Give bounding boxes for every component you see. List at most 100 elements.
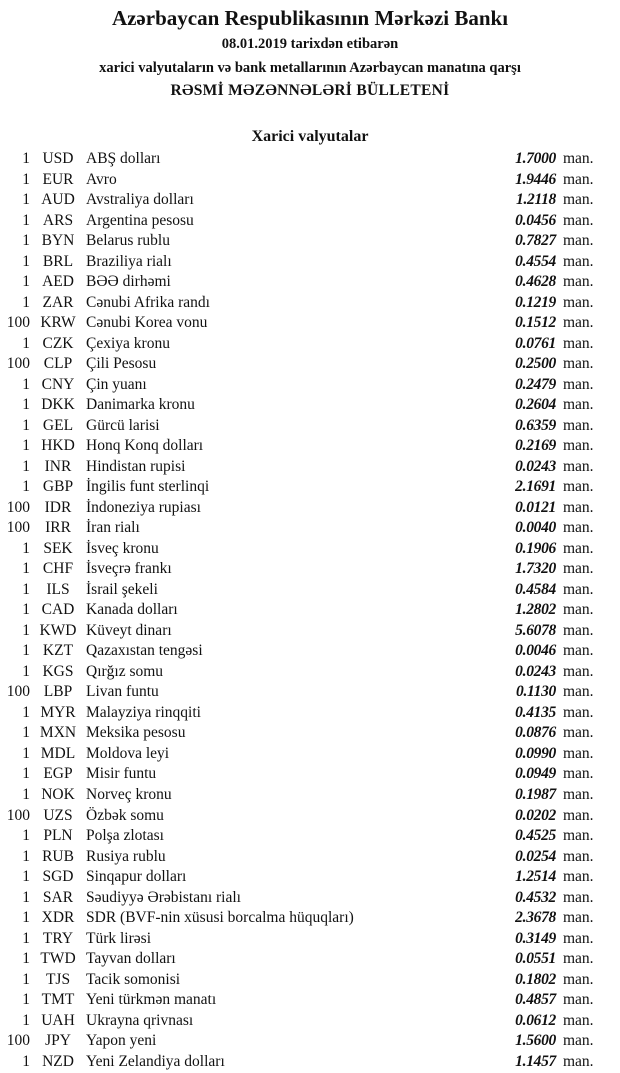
rate-unit: man. bbox=[563, 457, 594, 475]
rate-value: 5.6078 bbox=[515, 621, 556, 639]
rate-value: 2.1691 bbox=[515, 478, 556, 496]
rate-amount: 1 bbox=[22, 601, 30, 619]
currency-code: KRW bbox=[40, 314, 76, 332]
rate-value: 0.4584 bbox=[515, 580, 556, 598]
rate-unit: man. bbox=[563, 683, 594, 701]
rate-amount: 1 bbox=[22, 703, 30, 721]
rate-row-xdr: 1 XDR SDR (BVF-nin xüsusi borcalma hüquqla… bbox=[0, 908, 620, 929]
rate-unit: man. bbox=[563, 601, 594, 619]
rate-amount: 1 bbox=[22, 539, 30, 557]
rate-amount: 1 bbox=[22, 909, 30, 927]
rate-unit: man. bbox=[563, 211, 594, 229]
rate-value: 1.1457 bbox=[515, 1052, 556, 1070]
rate-value: 0.2479 bbox=[515, 375, 556, 393]
currency-name: Honq Konq dolları bbox=[86, 437, 204, 455]
rate-unit: man. bbox=[563, 334, 594, 352]
rate-row-gel: 1 GEL Gürcü larisi 0.6359 man. bbox=[0, 416, 620, 437]
currency-name: Cənubi Afrika randı bbox=[86, 293, 210, 311]
rate-row-sek: 1 SEK İsveç kronu 0.1906 man. bbox=[0, 539, 620, 560]
rate-row-ars: 1 ARS Argentina pesosu 0.0456 man. bbox=[0, 211, 620, 232]
rate-value: 0.4532 bbox=[515, 888, 556, 906]
rate-row-inr: 1 INR Hindistan rupisi 0.0243 man. bbox=[0, 457, 620, 478]
rate-unit: man. bbox=[563, 806, 594, 824]
rate-row-krw: 100 KRW Cənubi Korea vonu 0.1512 man. bbox=[0, 313, 620, 334]
currency-name: Rusiya rublu bbox=[86, 847, 166, 865]
rate-amount: 1 bbox=[22, 970, 30, 988]
currency-code: HKD bbox=[41, 437, 75, 455]
currency-code: CHF bbox=[42, 560, 74, 578]
currency-code: XDR bbox=[41, 909, 75, 927]
currency-code: LBP bbox=[43, 683, 73, 701]
rate-amount: 1 bbox=[22, 580, 30, 598]
currency-name: Cənubi Korea vonu bbox=[86, 314, 208, 332]
currency-name: İngilis funt sterlinqi bbox=[86, 478, 210, 496]
currency-code: SGD bbox=[42, 868, 74, 886]
rate-unit: man. bbox=[563, 1011, 594, 1029]
rate-amount: 100 bbox=[6, 1032, 30, 1050]
rate-unit: man. bbox=[563, 1032, 594, 1050]
rate-unit: man. bbox=[563, 273, 594, 291]
currency-name: Yeni Zelandiya dolları bbox=[86, 1052, 225, 1070]
currency-name: Polşa zlotası bbox=[86, 827, 164, 845]
rate-amount: 1 bbox=[22, 150, 30, 167]
currency-code: SEK bbox=[43, 539, 73, 557]
rate-amount: 1 bbox=[22, 170, 30, 188]
rate-amount: 1 bbox=[22, 950, 30, 968]
rate-value: 0.3149 bbox=[515, 929, 556, 947]
rate-value: 1.2514 bbox=[515, 868, 556, 886]
rate-row-mdl: 1 MDL Moldova leyi 0.0990 man. bbox=[0, 744, 620, 765]
rate-row-byn: 1 BYN Belarus rublu 0.7827 man. bbox=[0, 231, 620, 252]
rate-row-egp: 1 EGP Misir funtu 0.0949 man. bbox=[0, 764, 620, 785]
rate-amount: 100 bbox=[6, 806, 30, 824]
rate-unit: man. bbox=[563, 950, 594, 968]
currency-code: IRR bbox=[45, 519, 71, 537]
rate-amount: 1 bbox=[22, 211, 30, 229]
rate-value: 1.7320 bbox=[515, 560, 556, 578]
rate-amount: 1 bbox=[22, 642, 30, 660]
rate-row-dkk: 1 DKK Danimarka kronu 0.2604 man. bbox=[0, 395, 620, 416]
currency-code: NOK bbox=[41, 785, 75, 803]
currency-code: EGP bbox=[43, 765, 73, 783]
rate-unit: man. bbox=[563, 909, 594, 927]
currency-code: UZS bbox=[43, 806, 73, 824]
rate-unit: man. bbox=[563, 929, 594, 947]
currency-code: PLN bbox=[43, 827, 73, 845]
rate-row-pln: 1 PLN Polşa zlotası 0.4525 man. bbox=[0, 826, 620, 847]
currency-name: Tayvan dolları bbox=[86, 950, 176, 968]
currency-name: İsveç kronu bbox=[86, 539, 159, 557]
rate-value: 1.2118 bbox=[516, 191, 556, 209]
rate-row-kgs: 1 KGS Qırğız somu 0.0243 man. bbox=[0, 662, 620, 683]
section-title: Xarici valyutalar bbox=[251, 128, 369, 145]
rate-unit: man. bbox=[563, 396, 594, 414]
currency-name: Argentina pesosu bbox=[86, 211, 194, 229]
rate-amount: 1 bbox=[22, 827, 30, 845]
currency-name: Çexiya kronu bbox=[86, 334, 170, 352]
currency-name: SDR (BVF-nin xüsusi borcalma hüquqları) bbox=[86, 909, 354, 927]
currency-code: AUD bbox=[41, 191, 75, 209]
rate-unit: man. bbox=[563, 478, 594, 496]
rate-value: 0.0456 bbox=[515, 211, 556, 229]
currency-name: Kanada dolları bbox=[86, 601, 178, 619]
rate-unit: man. bbox=[563, 293, 594, 311]
currency-code: MXN bbox=[39, 724, 77, 742]
rate-value: 0.4857 bbox=[515, 991, 556, 1009]
rate-value: 0.0551 bbox=[515, 950, 556, 968]
rate-unit: man. bbox=[563, 252, 594, 270]
rate-row-mxn: 1 MXN Meksika pesosu 0.0876 man. bbox=[0, 723, 620, 744]
rate-value: 0.4628 bbox=[515, 273, 556, 291]
currency-name: İsveçrə frankı bbox=[86, 560, 172, 578]
currency-name: Qırğız somu bbox=[86, 662, 164, 680]
rate-value: 0.4525 bbox=[515, 827, 556, 845]
rate-unit: man. bbox=[563, 888, 594, 906]
currency-name: Avro bbox=[86, 170, 117, 188]
currency-code: DKK bbox=[41, 396, 75, 414]
rate-value: 0.0761 bbox=[515, 334, 556, 352]
rate-amount: 100 bbox=[6, 498, 30, 516]
currency-name: Yeni türkmən manatı bbox=[86, 991, 217, 1009]
currency-code: NZD bbox=[42, 1052, 74, 1070]
rate-amount: 100 bbox=[6, 314, 30, 332]
rate-amount: 1 bbox=[22, 1052, 30, 1070]
rate-value: 1.2802 bbox=[515, 601, 556, 619]
rate-amount: 1 bbox=[22, 478, 30, 496]
rate-amount: 1 bbox=[22, 375, 30, 393]
